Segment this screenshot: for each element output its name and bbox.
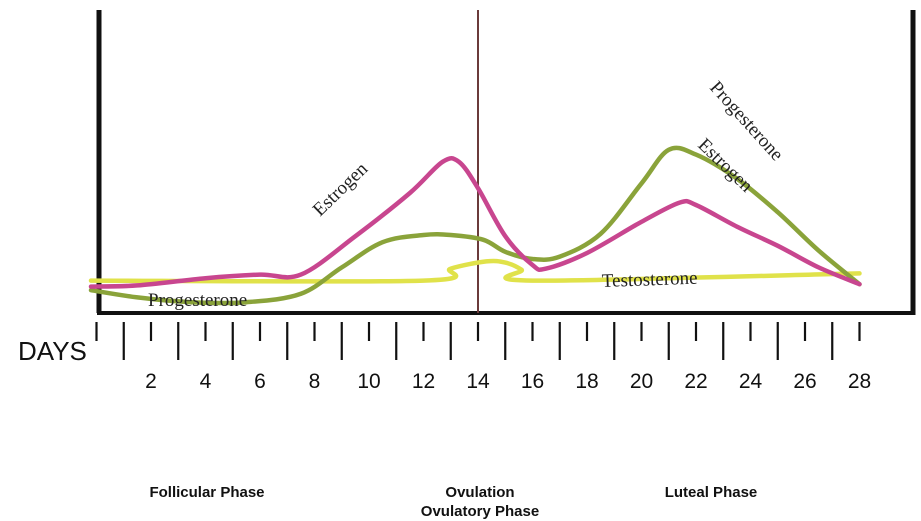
x-tick-label: 10 bbox=[357, 370, 380, 393]
x-tick-labels: 2 4 6 8 10 12 14 16 18 20 22 24 26 28 bbox=[145, 370, 871, 393]
x-tick-label: 2 bbox=[145, 370, 157, 393]
x-tick-label: 8 bbox=[309, 370, 321, 393]
label-estrogen-follicular: Estrogen bbox=[309, 158, 373, 220]
series-line-estrogen bbox=[88, 155, 862, 289]
series-line-progesterone bbox=[88, 145, 862, 306]
x-tick-label: 6 bbox=[254, 370, 266, 393]
x-tick-label: 12 bbox=[412, 370, 435, 393]
x-tick-label: 16 bbox=[521, 370, 544, 393]
series-line-testosterone bbox=[88, 258, 862, 284]
label-progesterone-follicular: Progesterone bbox=[148, 290, 247, 311]
x-tick-label: 24 bbox=[739, 370, 763, 393]
phase-labels: Follicular Phase Ovulation Ovulatory Phas… bbox=[149, 484, 757, 520]
x-tick-label: 28 bbox=[848, 370, 871, 393]
hormone-curves bbox=[88, 145, 862, 306]
label-testosterone: Testosterone bbox=[601, 268, 697, 292]
phase-follicular: Follicular Phase bbox=[149, 484, 264, 501]
label-estrogen-luteal: Estrogen bbox=[694, 134, 758, 196]
x-tick-label: 4 bbox=[200, 370, 212, 393]
x-tick-label: 20 bbox=[630, 370, 653, 393]
x-tick-label: 14 bbox=[466, 370, 490, 393]
phase-luteal: Luteal Phase bbox=[665, 484, 758, 501]
x-tick-label: 22 bbox=[684, 370, 707, 393]
phase-ovulation-line: Ovulation bbox=[445, 484, 514, 501]
x-tick-label: 26 bbox=[793, 370, 816, 393]
x-axis-title: DAYS bbox=[18, 336, 87, 366]
x-tick-label: 18 bbox=[575, 370, 598, 393]
chart-axes bbox=[95, 10, 916, 360]
phase-ovulation-line: Ovulatory Phase bbox=[421, 503, 539, 520]
phase-ovulation: Ovulation Ovulatory Phase bbox=[421, 484, 539, 520]
